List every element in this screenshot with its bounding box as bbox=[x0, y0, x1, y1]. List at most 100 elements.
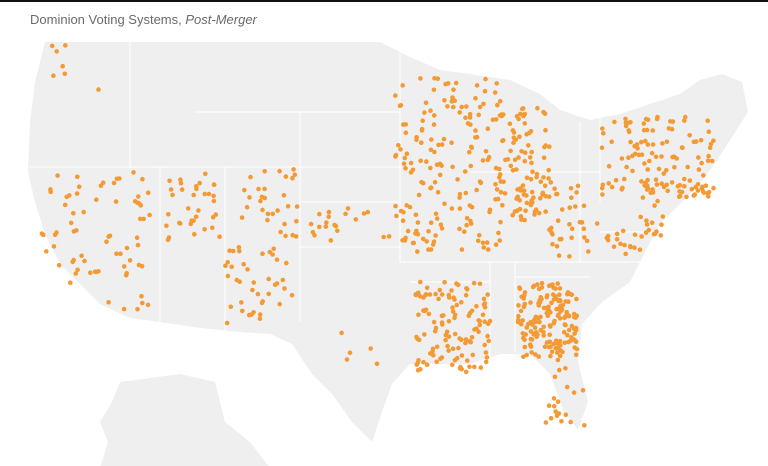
jurisdiction-dot bbox=[645, 142, 651, 147]
jurisdiction-dot bbox=[75, 267, 80, 273]
jurisdiction-dot bbox=[644, 127, 650, 133]
jurisdiction-dot bbox=[328, 238, 334, 243]
jurisdiction-dot bbox=[227, 248, 232, 253]
jurisdiction-dot bbox=[284, 260, 289, 266]
jurisdiction-dot bbox=[500, 203, 505, 208]
jurisdiction-dot bbox=[522, 111, 528, 117]
jurisdiction-dot bbox=[550, 232, 555, 237]
jurisdiction-dot bbox=[274, 257, 280, 262]
jurisdiction-dot bbox=[428, 220, 434, 225]
jurisdiction-dot bbox=[136, 201, 142, 206]
jurisdiction-dot bbox=[452, 297, 457, 302]
jurisdiction-dot bbox=[48, 187, 53, 192]
jurisdiction-dot bbox=[644, 222, 650, 227]
jurisdiction-dot bbox=[467, 111, 473, 117]
jurisdiction-dot bbox=[465, 358, 470, 363]
jurisdiction-dot bbox=[650, 128, 656, 133]
jurisdiction-dot bbox=[481, 296, 487, 302]
jurisdiction-dot bbox=[674, 156, 679, 161]
jurisdiction-dot bbox=[546, 176, 551, 181]
jurisdiction-dot bbox=[467, 115, 473, 120]
jurisdiction-dot bbox=[552, 374, 558, 380]
jurisdiction-dot bbox=[689, 186, 695, 192]
jurisdiction-dot bbox=[259, 300, 265, 306]
jurisdiction-dot bbox=[211, 182, 217, 187]
jurisdiction-dot bbox=[247, 195, 252, 200]
jurisdiction-dot bbox=[464, 287, 470, 292]
jurisdiction-dot bbox=[139, 293, 144, 299]
jurisdiction-dot bbox=[165, 237, 171, 243]
jurisdiction-dot bbox=[229, 264, 234, 270]
jurisdiction-dot bbox=[536, 210, 542, 216]
jurisdiction-dot bbox=[442, 98, 447, 103]
jurisdiction-dot bbox=[51, 244, 57, 249]
jurisdiction-dot bbox=[424, 159, 429, 164]
jurisdiction-dot bbox=[140, 176, 145, 182]
jurisdiction-dot bbox=[699, 160, 704, 166]
jurisdiction-dot bbox=[428, 108, 433, 113]
jurisdiction-dot bbox=[324, 220, 329, 225]
jurisdiction-dot bbox=[606, 163, 612, 169]
jurisdiction-dot bbox=[529, 350, 534, 355]
jurisdiction-dot bbox=[400, 83, 406, 88]
jurisdiction-dot bbox=[428, 185, 434, 190]
jurisdiction-dot bbox=[569, 226, 575, 231]
jurisdiction-dot bbox=[635, 146, 640, 151]
jurisdiction-dot bbox=[463, 340, 468, 346]
jurisdiction-dot bbox=[546, 403, 552, 409]
jurisdiction-dot bbox=[480, 312, 486, 318]
jurisdiction-dot bbox=[519, 106, 525, 112]
jurisdiction-dot bbox=[114, 176, 120, 182]
jurisdiction-dot bbox=[483, 350, 489, 355]
jurisdiction-dot bbox=[345, 206, 351, 211]
jurisdiction-dot bbox=[521, 304, 527, 310]
jurisdiction-dot bbox=[211, 198, 217, 204]
jurisdiction-dot bbox=[457, 206, 463, 211]
jurisdiction-dot bbox=[449, 206, 455, 211]
jurisdiction-dot bbox=[424, 362, 430, 368]
jurisdiction-dot bbox=[654, 182, 660, 187]
jurisdiction-dot bbox=[538, 179, 544, 185]
jurisdiction-dot bbox=[467, 310, 473, 316]
jurisdiction-dot bbox=[533, 207, 539, 212]
jurisdiction-dot bbox=[639, 234, 644, 239]
jurisdiction-dot bbox=[335, 228, 340, 234]
jurisdiction-dot bbox=[532, 325, 538, 331]
title-emphasis: Post-Merger bbox=[185, 12, 257, 27]
jurisdiction-dot bbox=[594, 221, 600, 226]
jurisdiction-dot bbox=[442, 279, 447, 285]
jurisdiction-dot bbox=[178, 180, 184, 186]
jurisdiction-dot bbox=[463, 369, 469, 375]
jurisdiction-dot bbox=[442, 201, 447, 207]
jurisdiction-dot bbox=[508, 163, 514, 169]
jurisdiction-dot bbox=[493, 197, 498, 202]
jurisdiction-dot bbox=[493, 242, 499, 247]
jurisdiction-dot bbox=[539, 280, 545, 286]
jurisdiction-dot bbox=[520, 183, 526, 188]
jurisdiction-dot bbox=[546, 167, 551, 173]
jurisdiction-dot bbox=[481, 101, 486, 107]
jurisdiction-dot bbox=[189, 218, 194, 223]
jurisdiction-dot bbox=[557, 286, 563, 291]
jurisdiction-dot bbox=[420, 180, 426, 186]
jurisdiction-dot bbox=[257, 316, 263, 322]
jurisdiction-dot bbox=[424, 285, 430, 291]
jurisdiction-dot bbox=[401, 161, 407, 166]
jurisdiction-dot bbox=[280, 277, 286, 283]
jurisdiction-dot bbox=[74, 228, 79, 233]
jurisdiction-dot bbox=[535, 282, 540, 287]
jurisdiction-dot bbox=[197, 180, 202, 186]
jurisdiction-dot bbox=[431, 87, 437, 93]
jurisdiction-dot bbox=[431, 122, 437, 127]
jurisdiction-dot bbox=[538, 327, 544, 333]
jurisdiction-dot bbox=[398, 208, 404, 214]
jurisdiction-dot bbox=[292, 172, 298, 177]
jurisdiction-dot bbox=[477, 318, 483, 324]
jurisdiction-dot bbox=[434, 344, 440, 350]
jurisdiction-dot bbox=[539, 285, 545, 290]
jurisdiction-dot bbox=[70, 259, 75, 265]
jurisdiction-dot bbox=[649, 150, 655, 156]
jurisdiction-dot bbox=[452, 358, 458, 363]
jurisdiction-dot bbox=[211, 193, 216, 199]
jurisdiction-dot bbox=[427, 292, 433, 297]
